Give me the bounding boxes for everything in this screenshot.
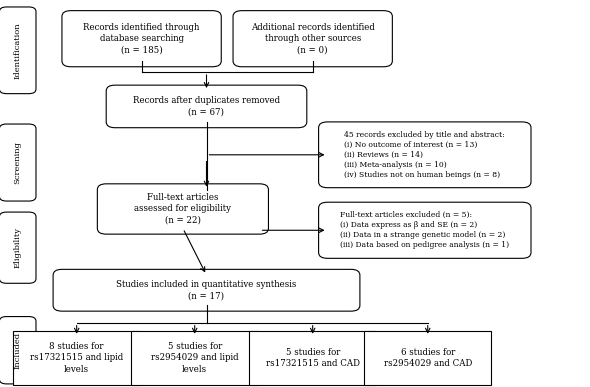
Text: 6 studies for
rs2954029 and CAD: 6 studies for rs2954029 and CAD (384, 348, 472, 368)
FancyBboxPatch shape (0, 212, 36, 283)
Text: Additional records identified
through other sources
(n = 0): Additional records identified through ot… (251, 23, 375, 55)
Text: 5 studies for
rs2954029 and lipid
levels: 5 studies for rs2954029 and lipid levels (151, 342, 238, 374)
FancyBboxPatch shape (233, 10, 392, 67)
FancyBboxPatch shape (53, 269, 360, 311)
FancyBboxPatch shape (0, 317, 36, 384)
FancyBboxPatch shape (0, 7, 36, 94)
FancyBboxPatch shape (62, 10, 221, 67)
FancyBboxPatch shape (0, 124, 36, 201)
FancyBboxPatch shape (319, 202, 531, 259)
Text: Records identified through
database searching
(n = 185): Records identified through database sear… (83, 23, 200, 55)
Text: Identification: Identification (14, 22, 22, 79)
Text: Studies included in quantitative synthesis
(n = 17): Studies included in quantitative synthes… (116, 280, 297, 300)
FancyBboxPatch shape (131, 331, 258, 385)
FancyBboxPatch shape (106, 85, 307, 128)
FancyBboxPatch shape (364, 331, 491, 385)
Text: Included: Included (14, 332, 22, 369)
Text: Screening: Screening (14, 141, 22, 184)
Text: 8 studies for
rs17321515 and lipid
levels: 8 studies for rs17321515 and lipid level… (30, 342, 123, 374)
FancyBboxPatch shape (249, 331, 376, 385)
FancyBboxPatch shape (97, 184, 268, 234)
Text: 5 studies for
rs17321515 and CAD: 5 studies for rs17321515 and CAD (266, 348, 360, 368)
Text: Full-text articles
assessed for eligibility
(n = 22): Full-text articles assessed for eligibil… (135, 193, 231, 225)
FancyBboxPatch shape (319, 122, 531, 188)
Text: Records after duplicates removed
(n = 67): Records after duplicates removed (n = 67… (133, 96, 280, 116)
Text: 45 records excluded by title and abstract:
(i) No outcome of interest (n = 13)
(: 45 records excluded by title and abstrac… (345, 130, 505, 179)
Text: Eligibility: Eligibility (14, 227, 22, 268)
Text: Full-text articles excluded (n = 5):
(i) Data express as β and SE (n = 2)
(ii) D: Full-text articles excluded (n = 5): (i)… (340, 211, 509, 249)
FancyBboxPatch shape (14, 331, 140, 385)
